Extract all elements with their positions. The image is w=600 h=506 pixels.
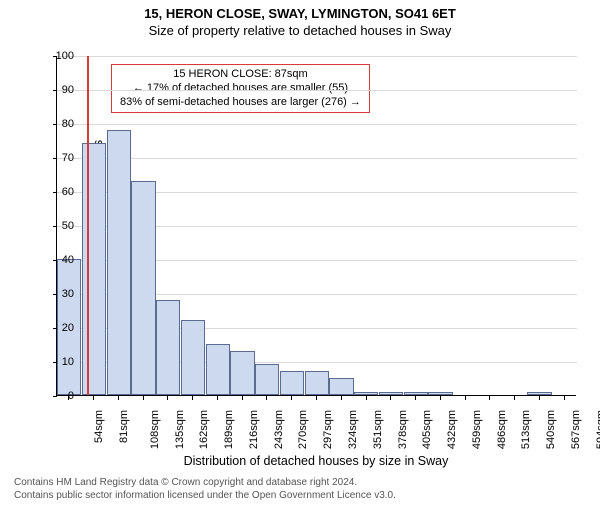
- annotation-box: 15 HERON CLOSE: 87sqm ← 17% of detached …: [111, 64, 370, 113]
- histogram-bar: [156, 300, 180, 395]
- xtick-mark: [242, 396, 243, 400]
- xtick-label: 324sqm: [347, 410, 359, 449]
- histogram-bar: [107, 130, 131, 395]
- ytick-label: 10: [44, 356, 74, 368]
- xtick-mark: [118, 396, 119, 400]
- page-title-1: 15, HERON CLOSE, SWAY, LYMINGTON, SO41 6…: [0, 6, 600, 21]
- histogram-bar: [527, 392, 551, 395]
- property-marker-line: [87, 56, 89, 395]
- xtick-label: 378sqm: [397, 410, 409, 449]
- histogram-bar: [82, 143, 106, 395]
- ytick-label: 100: [44, 50, 74, 62]
- histogram-bar: [206, 344, 230, 395]
- ytick-label: 30: [44, 288, 74, 300]
- xtick-mark: [390, 396, 391, 400]
- ytick-label: 80: [44, 118, 74, 130]
- xtick-label: 81sqm: [118, 410, 130, 443]
- footer-line-2: Contains public sector information licen…: [14, 489, 396, 502]
- histogram-bar: [280, 371, 304, 395]
- xtick-mark: [266, 396, 267, 400]
- histogram-bar: [379, 392, 403, 395]
- xtick-label: 459sqm: [471, 410, 483, 449]
- page-title-2: Size of property relative to detached ho…: [0, 23, 600, 38]
- xtick-mark: [514, 396, 515, 400]
- xtick-mark: [143, 396, 144, 400]
- xtick-mark: [316, 396, 317, 400]
- xtick-label: 243sqm: [273, 410, 285, 449]
- xtick-mark: [415, 396, 416, 400]
- gridline: [57, 124, 577, 125]
- xtick-label: 486sqm: [496, 410, 508, 449]
- ytick-label: 20: [44, 322, 74, 334]
- histogram-bar: [305, 371, 329, 395]
- xtick-label: 405sqm: [421, 410, 433, 449]
- histogram-bar: [354, 392, 378, 395]
- xtick-label: 594sqm: [595, 410, 600, 449]
- xtick-mark: [539, 396, 540, 400]
- histogram-bar: [428, 392, 452, 395]
- ytick-label: 60: [44, 186, 74, 198]
- ytick-label: 90: [44, 84, 74, 96]
- annotation-line-3: 83% of semi-detached houses are larger (…: [120, 96, 361, 110]
- xtick-mark: [366, 396, 367, 400]
- xtick-mark: [217, 396, 218, 400]
- xtick-label: 216sqm: [248, 410, 260, 449]
- xtick-label: 513sqm: [520, 410, 532, 449]
- x-axis-label: Distribution of detached houses by size …: [56, 454, 576, 468]
- ytick-label: 70: [44, 152, 74, 164]
- histogram-bar: [255, 364, 279, 395]
- xtick-mark: [489, 396, 490, 400]
- histogram-bar: [181, 320, 205, 395]
- histogram-bar: [404, 392, 428, 395]
- xtick-label: 270sqm: [298, 410, 310, 449]
- gridline: [57, 56, 577, 57]
- xtick-mark: [564, 396, 565, 400]
- xtick-label: 432sqm: [446, 410, 458, 449]
- footer-line-1: Contains HM Land Registry data © Crown c…: [14, 476, 396, 489]
- histogram-bar: [131, 181, 155, 395]
- xtick-mark: [167, 396, 168, 400]
- xtick-label: 162sqm: [199, 410, 211, 449]
- xtick-mark: [341, 396, 342, 400]
- xtick-mark: [93, 396, 94, 400]
- gridline: [57, 90, 577, 91]
- xtick-mark: [192, 396, 193, 400]
- ytick-label: 50: [44, 220, 74, 232]
- xtick-label: 189sqm: [223, 410, 235, 449]
- xtick-mark: [291, 396, 292, 400]
- ytick-label: 0: [44, 390, 74, 402]
- gridline: [57, 158, 577, 159]
- ytick-label: 40: [44, 254, 74, 266]
- xtick-label: 135sqm: [174, 410, 186, 449]
- xtick-label: 54sqm: [93, 410, 105, 443]
- histogram-bar: [230, 351, 254, 395]
- xtick-label: 351sqm: [372, 410, 384, 449]
- xtick-mark: [465, 396, 466, 400]
- chart: Number of detached properties 15 HERON C…: [56, 56, 576, 396]
- xtick-label: 567sqm: [570, 410, 582, 449]
- xtick-mark: [440, 396, 441, 400]
- plot-area: 15 HERON CLOSE: 87sqm ← 17% of detached …: [56, 56, 576, 396]
- xtick-label: 297sqm: [322, 410, 334, 449]
- annotation-line-2: ← 17% of detached houses are smaller (55…: [120, 82, 361, 96]
- footer: Contains HM Land Registry data © Crown c…: [14, 476, 396, 502]
- xtick-label: 540sqm: [545, 410, 557, 449]
- xtick-label: 108sqm: [149, 410, 161, 449]
- annotation-line-1: 15 HERON CLOSE: 87sqm: [120, 68, 361, 82]
- histogram-bar: [329, 378, 353, 395]
